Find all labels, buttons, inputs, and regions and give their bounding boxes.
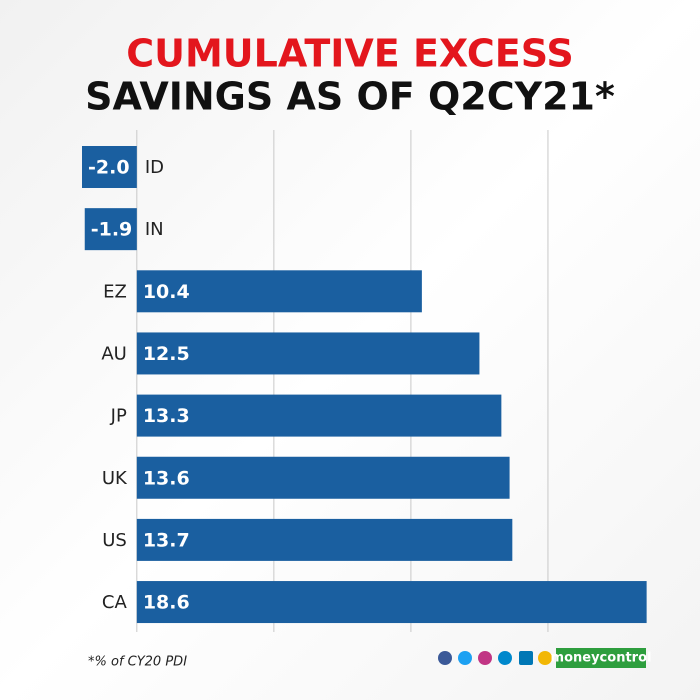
bar [84,208,137,251]
footnote: *% of CY20 PDI [88,655,187,670]
value-label: 13.6 [143,467,190,489]
bar [136,270,422,313]
category-label: EZ [103,281,127,302]
category-label: CA [102,592,128,613]
brand: moneycontrol [551,651,652,666]
bar [136,332,480,375]
category-label: ID [145,157,164,178]
value-label: 12.5 [143,343,190,365]
value-label: -2.0 [88,157,130,179]
bar [136,581,647,624]
category-label: IN [145,219,164,240]
value-label: 13.7 [143,529,190,551]
bar [136,394,502,437]
category-label: UK [102,468,128,489]
social-icons [438,651,552,665]
brand-box [556,648,646,668]
bar [136,456,510,499]
bar [136,518,513,561]
value-label: -1.9 [91,219,133,241]
chart-title: SAVINGS AS OF Q2CY21* [85,75,615,119]
bar [82,146,137,188]
value-label: 18.6 [143,592,190,614]
value-label: 13.3 [143,405,190,427]
value-label: 10.4 [143,281,190,303]
category-label: JP [110,406,127,427]
category-label: US [102,530,127,551]
chart-title: CUMULATIVE EXCESS [126,32,574,76]
category-label: AU [101,343,127,364]
